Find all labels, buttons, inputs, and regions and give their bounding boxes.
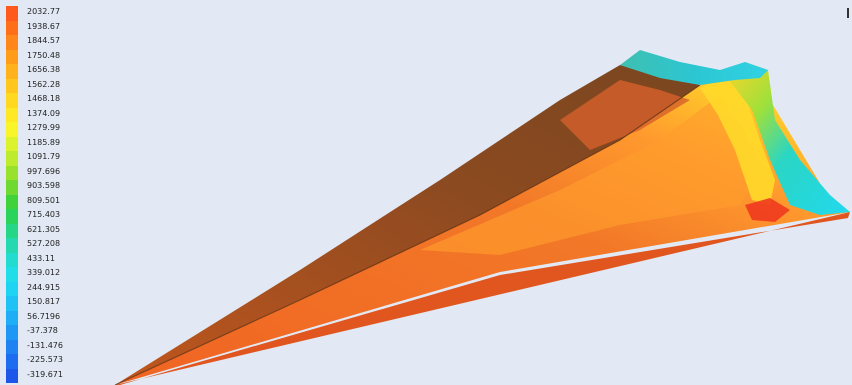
heat-band-warm	[420, 95, 760, 255]
legend-label: 1185.89	[27, 137, 61, 147]
color-legend: 2032.77 1938.67 1844.57 1750.48 1656.38 1562.…	[6, 6, 86, 383]
legend-swatch	[6, 35, 18, 50]
legend-swatch	[6, 180, 18, 195]
legend-label: 527.208	[27, 239, 61, 248]
heat-band-rim	[725, 62, 850, 215]
legend-row: 1185.89	[6, 136, 86, 151]
legend-swatch	[6, 165, 18, 180]
legend-row: 715.403	[6, 209, 86, 224]
legend-row: 2032.77	[6, 6, 86, 21]
legend-row: -37.378	[6, 325, 86, 340]
legend-swatch	[6, 107, 18, 122]
legend-swatch	[6, 136, 18, 151]
legend-row: 903.598	[6, 180, 86, 195]
legend-label: 809.501	[27, 195, 61, 205]
legend-row: -131.476	[6, 339, 86, 354]
legend-row: 1750.48	[6, 49, 86, 64]
legend-label: 56.7196	[27, 311, 61, 321]
legend-swatch	[6, 325, 18, 340]
wedge-underside	[115, 212, 850, 385]
legend-row: 621.305	[6, 223, 86, 238]
legend-swatch	[6, 310, 18, 325]
legend-label: 1562.28	[27, 79, 61, 89]
legend-swatch	[6, 209, 18, 224]
legend-swatch	[6, 281, 18, 296]
legend-label: 1279.99	[27, 123, 61, 132]
legend-label: 1844.57	[27, 36, 61, 45]
legend-label: 2032.77	[27, 7, 61, 16]
legend-swatch	[6, 64, 18, 79]
legend-row: 1279.99	[6, 122, 86, 137]
legend-swatch	[6, 122, 18, 137]
legend-row: 527.208	[6, 238, 86, 253]
legend-swatch	[6, 252, 18, 267]
legend-row: 1468.18	[6, 93, 86, 108]
legend-row: 809.501	[6, 194, 86, 209]
legend-row: 56.7196	[6, 310, 86, 325]
legend-label: -319.671	[27, 369, 63, 379]
legend-label: -225.573	[27, 355, 63, 364]
legend-row: 1374.09	[6, 107, 86, 122]
legend-label: 433.11	[27, 253, 55, 263]
legend-swatch	[6, 267, 18, 282]
legend-swatch	[6, 354, 18, 369]
legend-swatch	[6, 6, 18, 21]
legend-label: 1374.09	[27, 108, 61, 118]
viewport-corner-mark	[847, 8, 849, 18]
legend-label: 150.817	[27, 297, 61, 306]
legend-swatch	[6, 151, 18, 166]
legend-swatch	[6, 296, 18, 311]
legend-label: 997.696	[27, 166, 61, 176]
legend-label: 244.915	[27, 282, 61, 292]
legend-row: 1844.57	[6, 35, 86, 50]
legend-label: 339.012	[27, 268, 61, 277]
legend-row: 1938.67	[6, 20, 86, 35]
legend-row: 1562.28	[6, 78, 86, 93]
legend-swatch	[6, 223, 18, 238]
legend-row: -319.671	[6, 368, 86, 383]
legend-label: 1656.38	[27, 65, 61, 74]
legend-row: -225.573	[6, 354, 86, 369]
legend-row: 997.696	[6, 165, 86, 180]
legend-row: 339.012	[6, 267, 86, 282]
legend-swatch	[6, 368, 18, 383]
legend-label: 715.403	[27, 210, 61, 219]
legend-label: 621.305	[27, 224, 61, 234]
legend-swatch	[6, 339, 18, 354]
legend-row: 1656.38	[6, 64, 86, 79]
legend-label: 1468.18	[27, 94, 61, 103]
legend-label: 1750.48	[27, 50, 61, 60]
legend-swatch	[6, 194, 18, 209]
wedge-shadow-face	[115, 65, 700, 385]
legend-swatch	[6, 20, 18, 35]
legend-row: 433.11	[6, 252, 86, 267]
legend-swatch	[6, 49, 18, 64]
legend-swatch	[6, 238, 18, 253]
legend-label: 1091.79	[27, 152, 61, 161]
shadow-face-highlight	[560, 80, 690, 150]
legend-row: 1091.79	[6, 151, 86, 166]
legend-label: 903.598	[27, 181, 61, 190]
wedge-top-cap	[620, 50, 768, 85]
legend-swatch	[6, 93, 18, 108]
legend-label: 1938.67	[27, 21, 61, 31]
heat-band-yellow	[700, 75, 775, 205]
heat-hotspot	[745, 198, 790, 222]
legend-row: 244.915	[6, 281, 86, 296]
legend-row: 150.817	[6, 296, 86, 311]
legend-label: -131.476	[27, 340, 63, 350]
legend-label: -37.378	[27, 326, 58, 335]
wedge-ridge	[114, 84, 701, 385]
legend-swatch	[6, 78, 18, 93]
